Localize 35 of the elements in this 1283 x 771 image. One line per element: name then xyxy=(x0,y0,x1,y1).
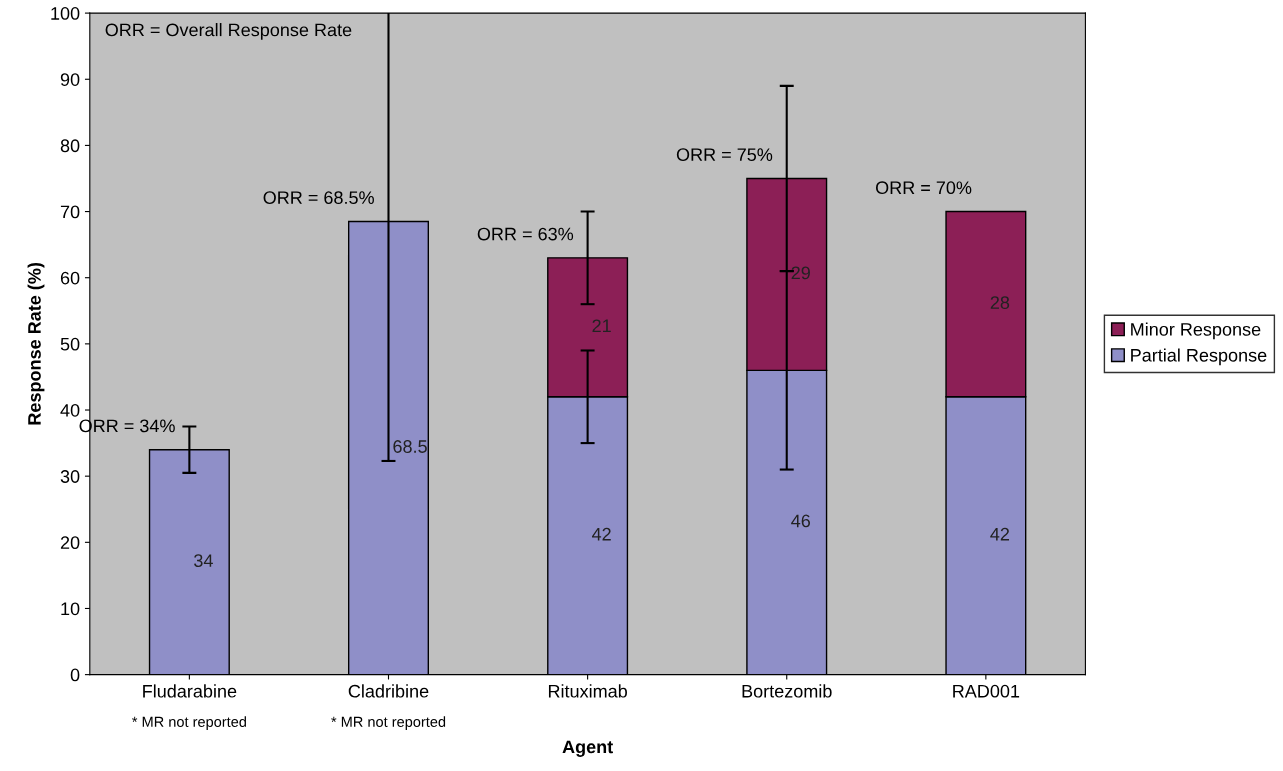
y-tick-label: 10 xyxy=(61,602,80,616)
legend-label: Minor Response xyxy=(1131,322,1261,340)
x-axis-title: Agent xyxy=(562,740,613,757)
y-tick-label: 100 xyxy=(51,7,80,20)
y-tick-label: 70 xyxy=(60,205,80,219)
y-tick-label: 60 xyxy=(60,271,80,285)
x-tick-label: Fludarabine xyxy=(143,684,237,698)
data-label: 42 xyxy=(990,527,1010,541)
y-tick-label: 0 xyxy=(70,668,80,682)
y-tick-label: 40 xyxy=(60,403,80,417)
total-label: ORR = 68.5% xyxy=(263,191,374,205)
total-label: ORR = 75% xyxy=(676,148,773,162)
data-label: 29 xyxy=(791,266,810,280)
x-tick-label: Rituximab xyxy=(548,684,627,698)
data-label: 34 xyxy=(194,554,213,568)
y-tick-label: 90 xyxy=(60,73,80,86)
y-tick-label: 30 xyxy=(60,470,80,483)
legend-label: Partial Response xyxy=(1131,348,1267,366)
annotation: ORR = Overall Response Rate xyxy=(105,23,352,40)
y-tick-label: 50 xyxy=(60,337,80,351)
x-tick-label: Bortezomib xyxy=(742,684,832,698)
data-label: 68.5 xyxy=(393,440,427,453)
x-tick-label: Cladribine xyxy=(348,684,429,698)
text: * MR not reported xyxy=(132,716,246,730)
y-axis-title: Response Rate (%) xyxy=(27,262,45,425)
data-label: 21 xyxy=(592,319,611,332)
data-label: 42 xyxy=(592,527,611,541)
y-tick-label: 80 xyxy=(60,139,80,153)
data-label: 28 xyxy=(990,296,1010,310)
x-tick-label: RAD001 xyxy=(953,684,1020,698)
y-tick-label: 20 xyxy=(60,536,80,550)
text: * MR not reported xyxy=(331,716,446,730)
data-label: 46 xyxy=(791,514,811,528)
total-label: ORR = 70% xyxy=(875,181,972,195)
total-label: ORR = 63% xyxy=(477,227,574,241)
